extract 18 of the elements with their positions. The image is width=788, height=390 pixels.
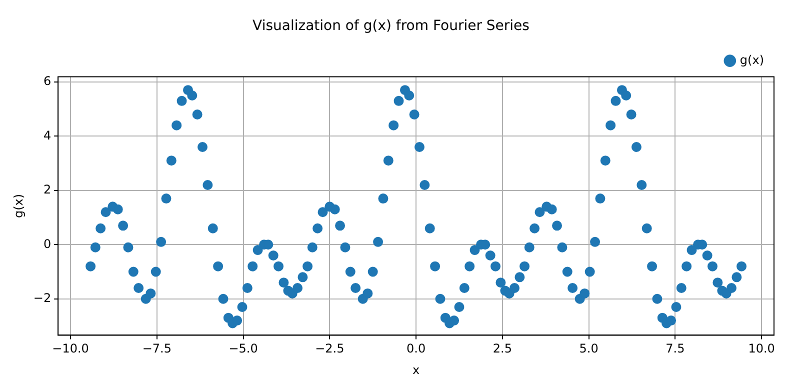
x-tick-label: −10.0 (52, 342, 89, 356)
legend-label: g(x) (740, 52, 764, 67)
x-tick-label: −7.5 (142, 342, 172, 356)
x-tick-label: 10.0 (748, 342, 775, 356)
x-tick-label: 2.5 (492, 342, 512, 356)
x-tick-label: 0.0 (406, 342, 426, 356)
y-tick-label: 0 (43, 236, 52, 251)
y-tick-label: 4 (43, 128, 52, 142)
y-axis-title: g(x) (11, 194, 26, 218)
y-tick-label: 6 (43, 74, 52, 88)
x-tick-label: 7.5 (666, 342, 685, 356)
y-tick-label: −2 (33, 290, 52, 305)
x-axis-title: x (412, 362, 420, 377)
y-tick-label: 2 (43, 182, 52, 197)
x-tick-label: −5.0 (228, 342, 258, 356)
chart-title: Visualization of g(x) from Fourier Series (252, 18, 530, 34)
x-tick-label: 5.0 (579, 342, 598, 356)
x-tick-label: −2.5 (315, 342, 344, 356)
